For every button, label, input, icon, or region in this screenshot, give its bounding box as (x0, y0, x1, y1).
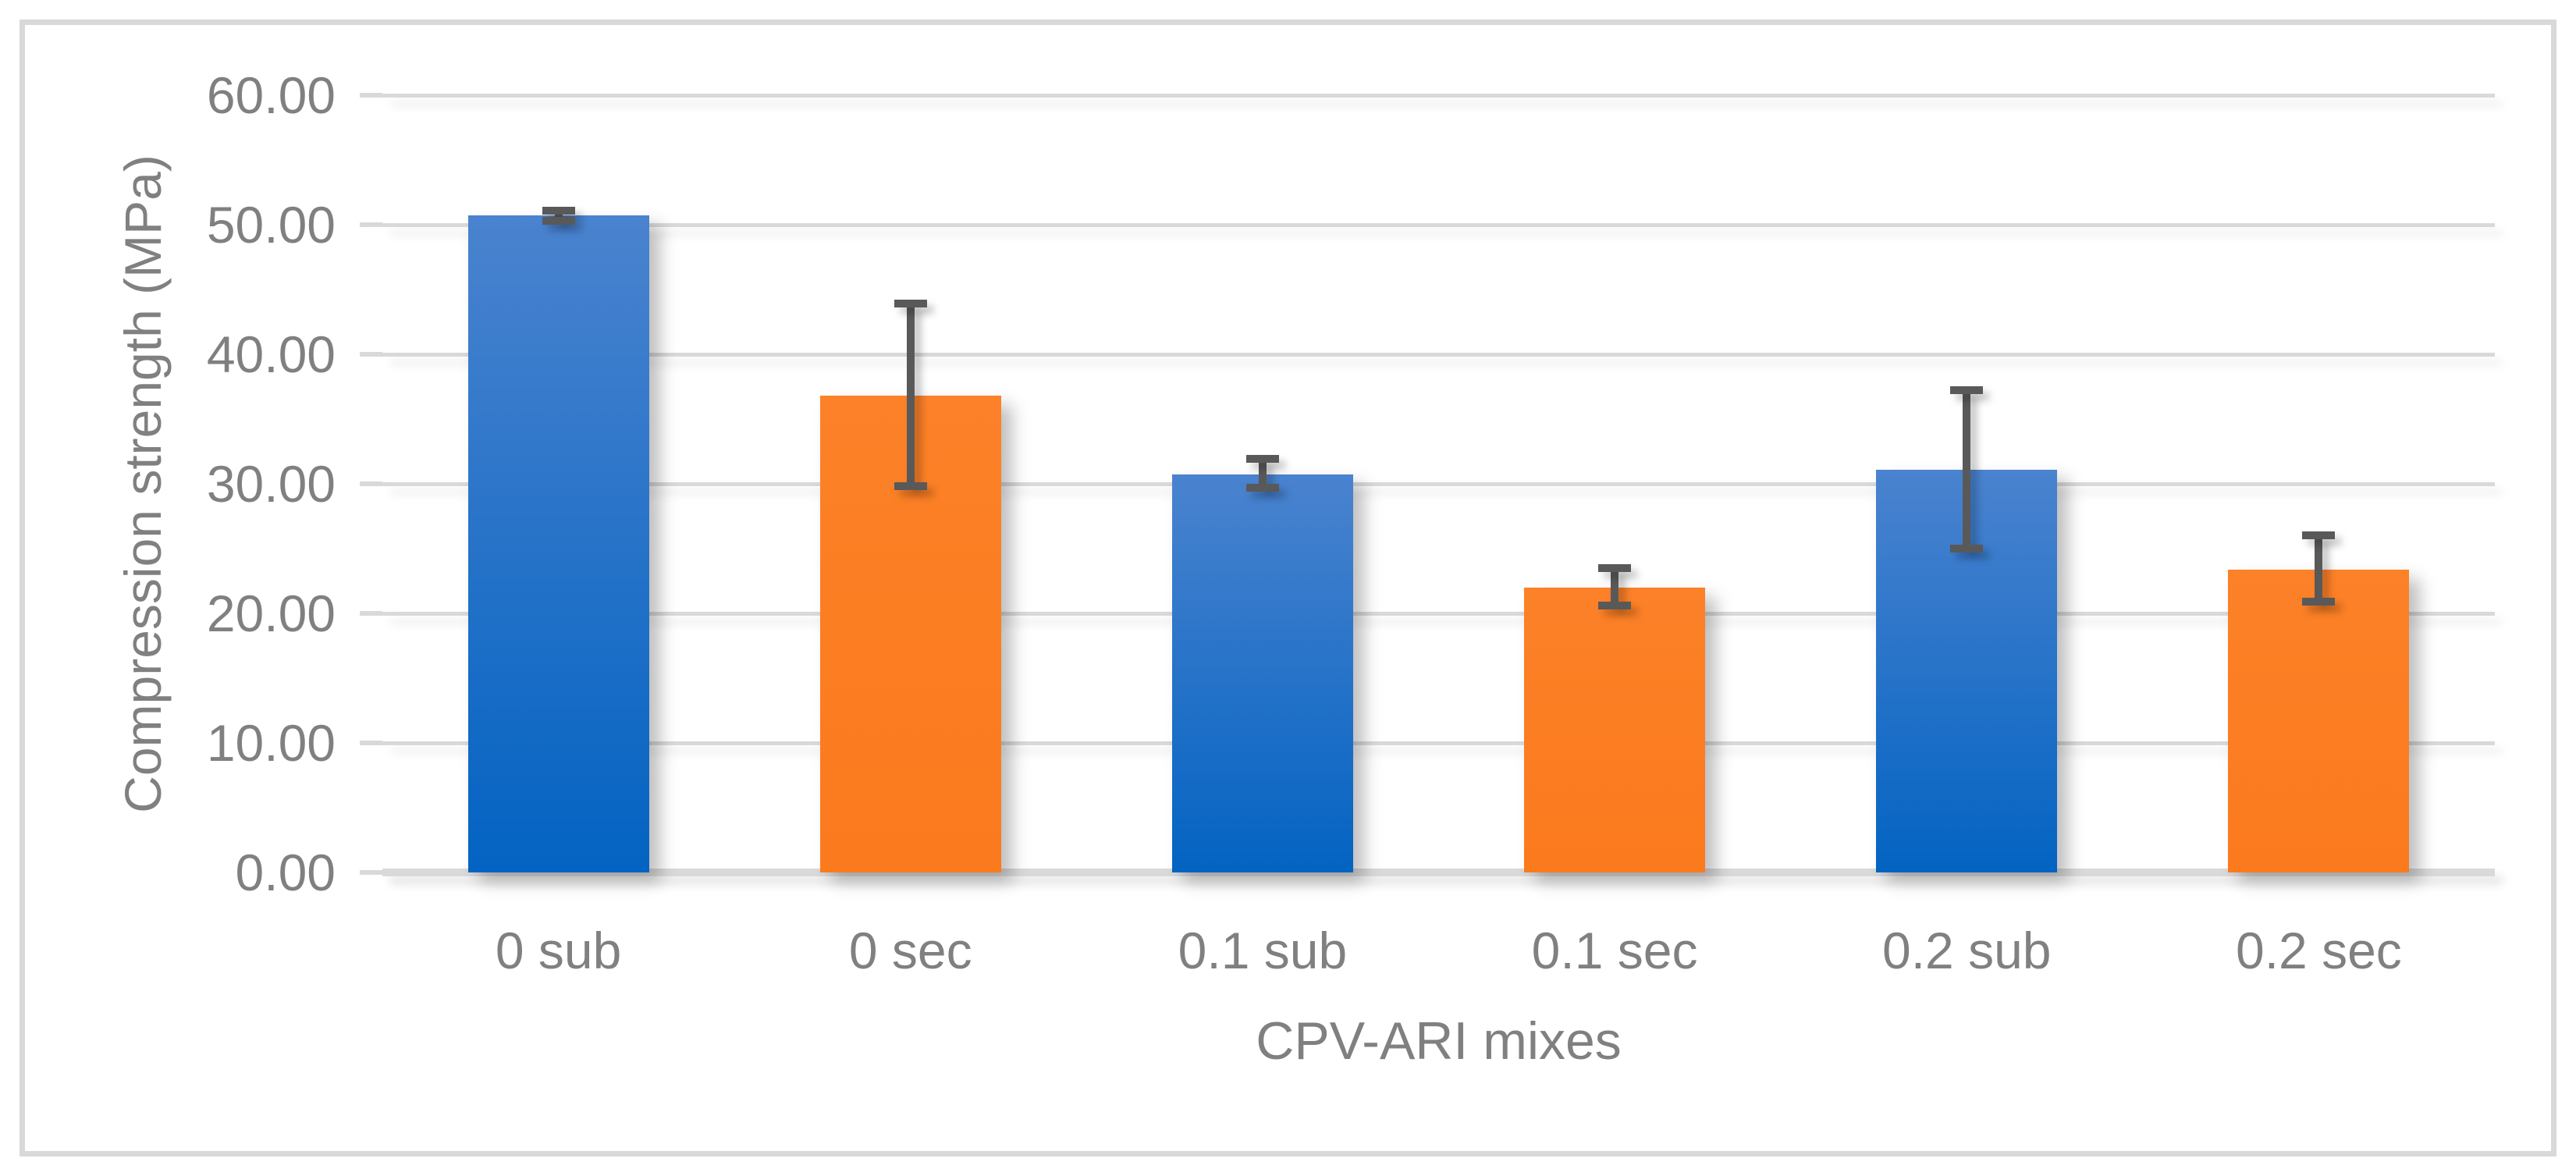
gridline (382, 94, 2495, 98)
gridline (382, 223, 2495, 227)
y-axis-tick (360, 611, 382, 616)
y-tick-label: 0.00 (235, 844, 336, 901)
error-bar-cap-top (542, 206, 575, 215)
x-axis-line (382, 869, 2495, 876)
error-bar-cap-top (894, 300, 927, 308)
y-axis-tick (360, 93, 382, 98)
gridline (382, 741, 2495, 745)
error-bar-cap-bottom (1245, 483, 1279, 492)
bar-0.1-sec (1524, 587, 1706, 872)
y-axis-tick (360, 481, 382, 486)
y-tick-label: 10.00 (206, 714, 336, 772)
y-axis-tick (360, 222, 382, 227)
y-axis-tick (360, 870, 382, 875)
error-bar-cap-bottom (1950, 545, 1984, 552)
error-bar (906, 304, 915, 487)
error-bar (554, 210, 563, 221)
error-bar-cap-top (1598, 563, 1632, 572)
x-tick-label: 0.2 sec (2236, 922, 2402, 979)
bar-0.1-sub (1171, 474, 1353, 872)
error-bar-cap-bottom (542, 217, 575, 226)
error-bar (2315, 535, 2323, 602)
x-tick-label: 0.1 sec (1531, 922, 1698, 979)
bar-0.2-sec (2228, 569, 2410, 872)
error-bar-cap-bottom (1598, 602, 1632, 610)
error-bar (1258, 459, 1267, 488)
y-tick-label: 60.00 (206, 66, 336, 124)
x-tick-label: 0.2 sub (1882, 922, 2052, 979)
y-tick-label: 20.00 (206, 584, 336, 642)
gridline (382, 612, 2495, 616)
bar-0-sub (467, 215, 649, 872)
x-axis-title: CPV-ARI mixes (1256, 1011, 1622, 1071)
y-tick-label: 30.00 (206, 455, 336, 513)
error-bar-cap-bottom (2302, 598, 2336, 606)
error-bar (1611, 567, 1619, 606)
error-bar-cap-top (1950, 386, 1984, 395)
y-axis-tick (360, 352, 382, 357)
error-bar-cap-top (1245, 455, 1279, 464)
gridline (382, 353, 2495, 357)
error-bar (1963, 390, 1971, 549)
y-tick-label: 50.00 (206, 196, 336, 254)
y-tick-label: 40.00 (206, 325, 336, 383)
gridline (382, 482, 2495, 486)
x-tick-label: 0 sub (495, 922, 622, 979)
y-axis-tick (360, 741, 382, 745)
error-bar-cap-top (2302, 531, 2336, 540)
x-tick-label: 0 sec (848, 922, 972, 979)
x-tick-label: 0.1 sub (1178, 922, 1348, 979)
error-bar-cap-bottom (894, 482, 927, 491)
